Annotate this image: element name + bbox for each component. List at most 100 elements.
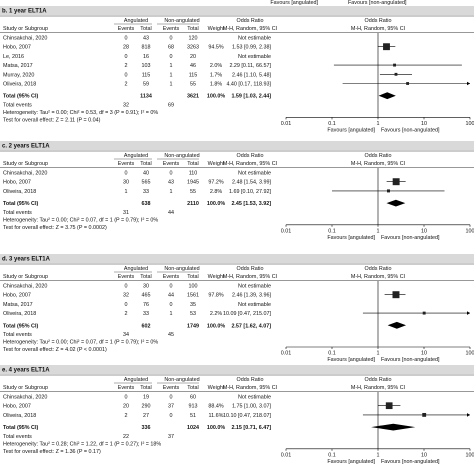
study-ci: Not estimable	[238, 395, 271, 401]
total-non-angulated: 20	[190, 54, 196, 60]
total-a-total: 602	[142, 323, 151, 329]
study-weight: 97.2%	[208, 180, 223, 186]
header-method: M-H, Random, 95% CI	[223, 26, 277, 32]
total-a-total: 1134	[140, 94, 152, 100]
header-events-non-angulated: Events	[163, 385, 180, 391]
x-axis-tick-label: 0.1	[328, 228, 336, 234]
panel-title-bar	[0, 365, 474, 374]
header-events-non-angulated: Events	[163, 274, 180, 280]
panel-title: b. 1 year ELT1A	[2, 9, 47, 15]
pooled-diamond	[371, 423, 416, 431]
favours-left-label: Favours [angulated]	[327, 357, 375, 363]
events-angulated: 2	[125, 63, 128, 69]
study-name: Oliveira, 2018	[3, 413, 36, 419]
favours-right-label: Favours [non-angulated]	[381, 127, 440, 133]
total-non-angulated: 120	[189, 36, 198, 42]
total-label: Total (95% CI)	[3, 201, 38, 207]
total-non-angulated: 1945	[187, 180, 199, 186]
events-non-angulated: 1	[170, 72, 173, 78]
top-favours-right: Favours [non-angulated]	[348, 0, 407, 6]
events-angulated: 30	[123, 180, 129, 186]
total-events-angulated: 32	[123, 102, 129, 108]
study-name: Matsa, 2017	[3, 302, 33, 308]
events-non-angulated: 0	[170, 54, 173, 60]
total-angulated: 27	[143, 413, 149, 419]
panel-title: d. 3 years ELT1A	[2, 257, 51, 263]
header-odds-ratio: Odds Ratio	[237, 377, 264, 383]
study-square	[422, 311, 426, 315]
events-non-angulated: 0	[170, 302, 173, 308]
events-angulated: 0	[125, 302, 128, 308]
study-weight: 1.8%	[210, 82, 222, 88]
study-weight: 94.5%	[208, 45, 223, 51]
study-ci: 2.29 [0.11, 66.57]	[229, 63, 271, 69]
top-favours-left: Favours [angulated]	[270, 0, 318, 6]
header-method-plot: M-H, Random, 95% CI	[351, 274, 405, 280]
total-angulated: 33	[143, 189, 149, 195]
x-axis-tick-label: 10	[421, 452, 427, 458]
header-study: Study or Subgroup	[3, 274, 48, 280]
study-ci: Not estimable	[238, 54, 271, 60]
study-square	[406, 82, 410, 85]
study-weight: 97.8%	[208, 293, 223, 299]
x-axis-tick-label: 100	[466, 351, 474, 357]
pooled-diamond	[386, 199, 406, 207]
x-axis-tick-label: 1	[377, 121, 380, 127]
study-name: Matsa, 2017	[3, 63, 33, 69]
total-ci: 2.15 [0.71, 6.47]	[231, 425, 271, 431]
x-axis-tick-label: 10	[421, 351, 427, 357]
forest-panel-4: e. 4 years ELT1A Angulated Non-angulated Od…	[0, 365, 474, 465]
total-non-angulated: 51	[190, 413, 196, 419]
events-non-angulated: 0	[170, 395, 173, 401]
total-non-angulated: 60	[190, 395, 196, 401]
header-total-non-angulated: Total	[187, 385, 198, 391]
favours-right-label: Favours [non-angulated]	[381, 357, 440, 363]
header-method-plot: M-H, Random, 95% CI	[351, 161, 405, 167]
header-events-non-angulated: Events	[163, 26, 180, 32]
study-weight: 11.6%	[209, 413, 224, 419]
events-angulated: 0	[125, 54, 128, 60]
header-non-angulated: Non-angulated	[164, 266, 199, 272]
total-a-total: 638	[142, 201, 151, 207]
total-n-total: 2110	[187, 201, 199, 207]
header-events-angulated: Events	[118, 161, 135, 167]
study-square	[392, 291, 400, 299]
header-method: M-H, Random, 95% CI	[223, 274, 277, 280]
total-events-angulated: 34	[123, 332, 129, 338]
panel-title-bar	[0, 254, 474, 263]
favours-left-label: Favours [angulated]	[327, 459, 375, 465]
study-weight: 2.8%	[210, 189, 222, 195]
events-non-angulated: 1	[170, 82, 173, 88]
events-angulated: 2	[125, 82, 128, 88]
total-non-angulated: 1561	[187, 293, 199, 299]
total-non-angulated: 55	[190, 189, 196, 195]
ci-arrow-right	[467, 81, 470, 86]
heterogeneity-stats: Heterogeneity: Tau² = 0.28; Chi² = 1.22,…	[3, 441, 161, 447]
total-non-angulated: 55	[190, 82, 196, 88]
study-name: Chinsakchai, 2020	[3, 171, 47, 177]
study-ci: Not estimable	[238, 284, 271, 290]
header-study: Study or Subgroup	[3, 161, 48, 167]
heterogeneity-stats: Heterogeneity: Tau² = 0.00; Chi² = 0.07,…	[3, 340, 158, 346]
total-angulated: 76	[143, 302, 149, 308]
study-weight: 88.4%	[208, 404, 223, 410]
total-angulated: 59	[143, 82, 149, 88]
total-events-angulated: 22	[123, 434, 129, 440]
study-ci: 1.69 [0.10, 27.92]	[229, 189, 271, 195]
events-non-angulated: 1	[170, 311, 173, 317]
x-axis-tick-label: 0.01	[281, 228, 292, 234]
total-angulated: 818	[142, 45, 151, 51]
study-ci: Not estimable	[238, 302, 271, 308]
panel-title: e. 4 years ELT1A	[2, 368, 50, 374]
total-angulated: 33	[143, 311, 149, 317]
header-non-angulated: Non-angulated	[164, 377, 199, 383]
forest-panel-2: c. 2 years ELT1A Angulated Non-angulated Od…	[0, 141, 474, 241]
total-angulated: 465	[142, 293, 151, 299]
total-angulated: 43	[143, 36, 149, 42]
total-events-label: Total events	[3, 210, 32, 216]
x-axis-tick-label: 0.01	[281, 121, 292, 127]
study-name: Chinsakchai, 2020	[3, 284, 47, 290]
study-ci: Not estimable	[238, 171, 271, 177]
study-ci: 4.40 [0.17, 118.93]	[226, 82, 271, 88]
total-label: Total (95% CI)	[3, 323, 38, 329]
